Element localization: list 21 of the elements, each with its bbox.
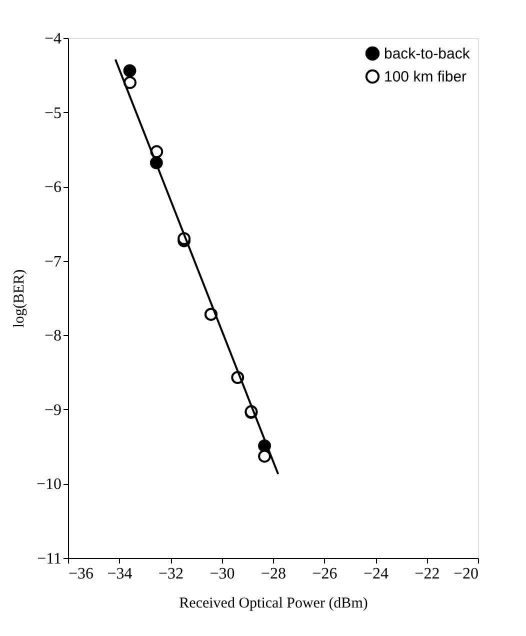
y-tick-label: −9 xyxy=(44,402,62,419)
y-tick-label: −7 xyxy=(44,253,62,270)
y-tick-label: −10 xyxy=(36,476,62,494)
x-tick-label: −36 xyxy=(68,566,94,582)
x-tick-label: −30 xyxy=(210,566,235,582)
x-tick-label: −24 xyxy=(363,566,389,582)
x-axis-title: Received Optical Power (dBm) xyxy=(179,596,368,612)
legend-label: 100 km fiber xyxy=(384,68,467,86)
y-tick-label: −5 xyxy=(44,104,62,122)
y-tick-label: −8 xyxy=(44,328,62,345)
y-tick-label: −4 xyxy=(44,30,62,48)
x-tick-label: −34 xyxy=(107,566,132,582)
y-tick-label: −11 xyxy=(37,550,62,568)
y-tick-label: −6 xyxy=(44,179,62,196)
x-tick-label: −22 xyxy=(414,566,440,582)
legend-label: back-to-back xyxy=(384,46,470,62)
x-tick-label: −28 xyxy=(260,566,286,582)
x-tick-label: −32 xyxy=(158,566,184,582)
x-tick-label: −20 xyxy=(453,566,478,582)
x-tick-label: −26 xyxy=(312,566,338,582)
y-axis-title: log(BER) xyxy=(11,269,28,328)
